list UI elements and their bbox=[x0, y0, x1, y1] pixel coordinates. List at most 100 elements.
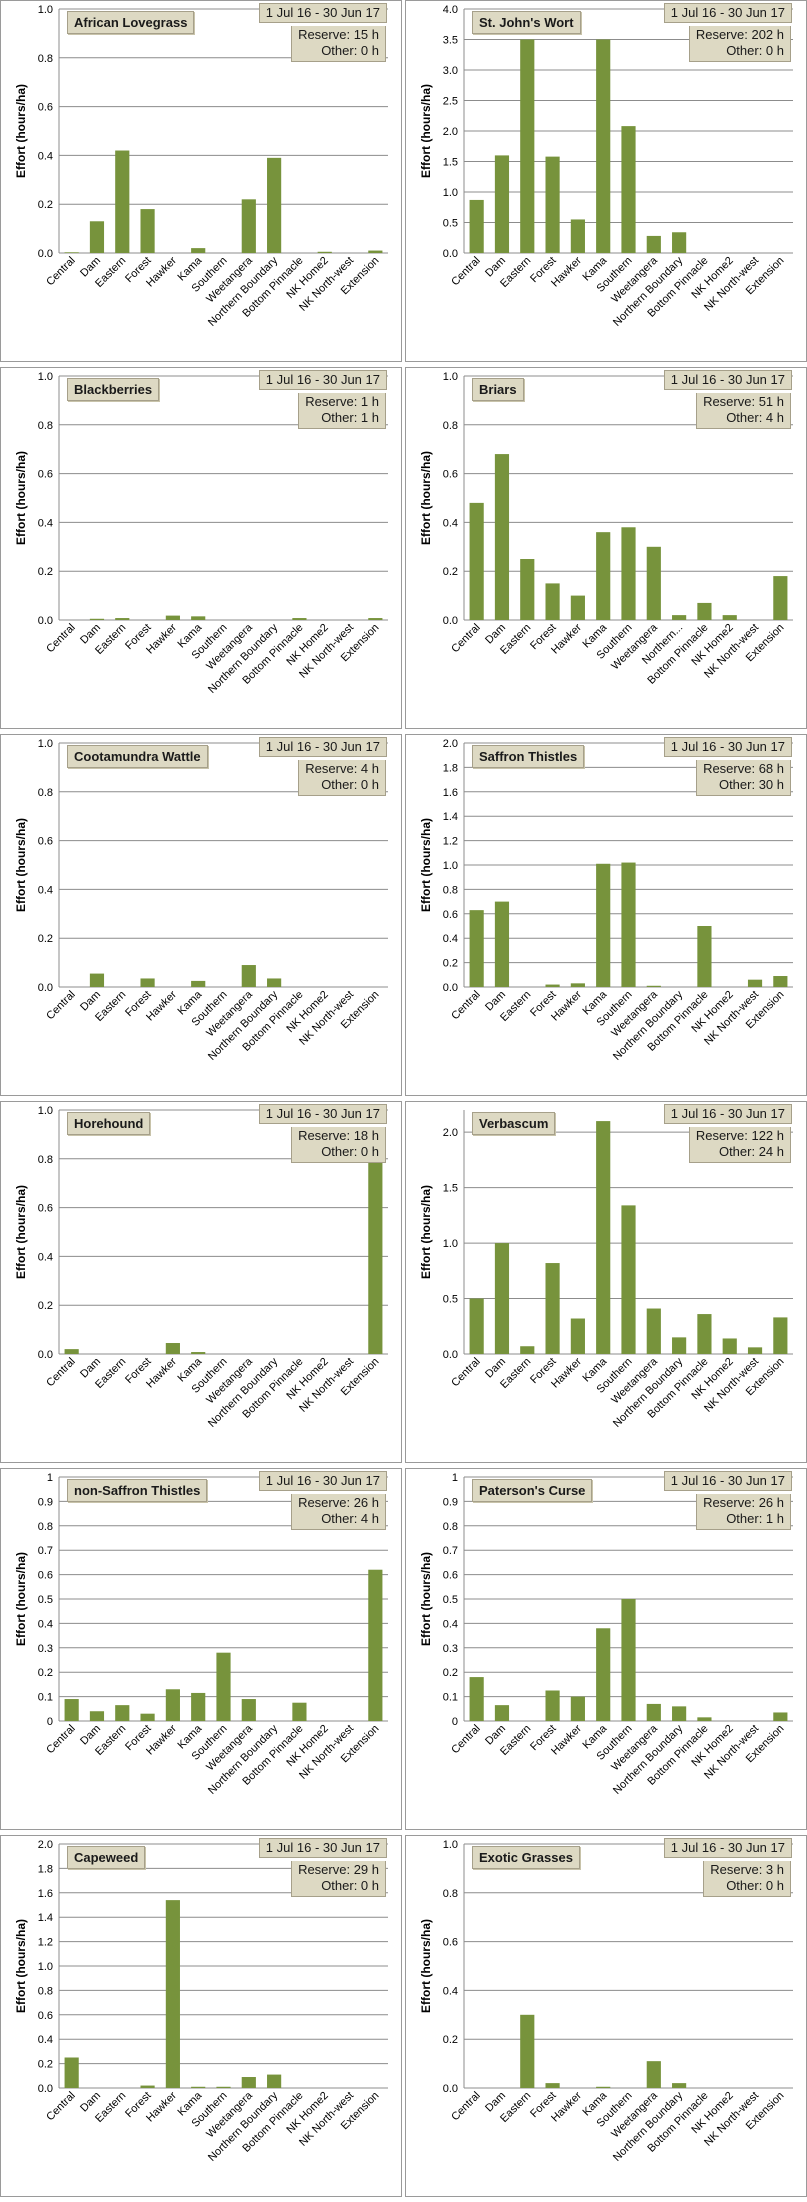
bar bbox=[165, 615, 180, 620]
bar bbox=[646, 1703, 661, 1721]
bar bbox=[191, 1692, 206, 1721]
other-hours: Other: 1 h bbox=[726, 1511, 784, 1526]
y-tick-label: 0.4 bbox=[38, 2034, 53, 2046]
bar bbox=[267, 157, 282, 253]
bar bbox=[469, 1298, 484, 1354]
bar bbox=[64, 2057, 79, 2088]
hours-summary: Reserve: 15 h Other: 0 h bbox=[291, 26, 386, 62]
bar bbox=[545, 2083, 560, 2088]
hours-summary: Reserve: 202 h Other: 0 h bbox=[688, 26, 791, 62]
bar bbox=[165, 1900, 180, 2088]
y-tick-label: 0.0 bbox=[38, 982, 53, 994]
date-range: 1 Jul 16 - 30 Jun 17 bbox=[670, 1106, 785, 1121]
bar bbox=[621, 862, 636, 987]
bar bbox=[773, 976, 788, 987]
y-tick-label: 0.3 bbox=[443, 1643, 458, 1655]
y-tick-label: 0.6 bbox=[443, 1937, 458, 1949]
bar bbox=[596, 863, 611, 987]
bar bbox=[697, 1314, 712, 1354]
other-hours: Other: 0 h bbox=[726, 1878, 784, 1893]
other-hours: Other: 0 h bbox=[321, 1878, 379, 1893]
y-tick-label: 0.0 bbox=[443, 982, 458, 994]
y-axis-label: Effort (hours/ha) bbox=[14, 1919, 28, 2013]
bar-chart: 0.0 0.5 1.0 1.5 2.0 2.5 3.0 3.5 4.0 Effort (hours… bbox=[419, 4, 793, 329]
bar bbox=[672, 1706, 687, 1721]
y-axis-label: Effort (hours/ha) bbox=[419, 1185, 433, 1279]
y-tick-label: 2.0 bbox=[443, 126, 458, 138]
y-tick-label: 0.7 bbox=[38, 1545, 53, 1557]
y-tick-label: 0.5 bbox=[443, 1294, 458, 1306]
date-range: 1 Jul 16 - 30 Jun 17 bbox=[265, 5, 380, 20]
y-tick-label: 1.4 bbox=[38, 1912, 53, 1924]
date-range: 1 Jul 16 - 30 Jun 17 bbox=[670, 739, 785, 754]
other-hours: Other: 24 h bbox=[718, 1144, 784, 1159]
y-tick-label: 0.2 bbox=[38, 933, 53, 945]
y-tick-label: 4.0 bbox=[443, 4, 458, 16]
y-axis-label: Effort (hours/ha) bbox=[419, 451, 433, 545]
y-tick-label: 0.6 bbox=[38, 102, 53, 114]
hours-summary: Reserve: 26 h Other: 4 h bbox=[291, 1494, 386, 1530]
bar bbox=[115, 618, 130, 620]
bar bbox=[621, 1205, 636, 1354]
effort-summary-box: 1 Jul 16 - 30 Jun 17 Reserve: 3 h Other: 0… bbox=[663, 1838, 792, 1897]
bar bbox=[191, 616, 206, 620]
bar bbox=[191, 980, 206, 987]
y-tick-label: 0 bbox=[47, 1716, 53, 1728]
chart-title: Verbascum bbox=[472, 1112, 556, 1135]
bar bbox=[722, 1338, 737, 1354]
bar bbox=[520, 39, 535, 253]
y-tick-label: 0.4 bbox=[38, 517, 53, 529]
bar bbox=[646, 235, 661, 253]
bar bbox=[89, 221, 105, 253]
bar bbox=[545, 984, 560, 987]
bar bbox=[469, 199, 484, 253]
bar bbox=[292, 618, 307, 620]
y-tick-label: 1 bbox=[452, 1472, 458, 1484]
y-tick-label: 0.2 bbox=[443, 1667, 458, 1679]
y-tick-label: 0.6 bbox=[38, 1570, 53, 1582]
bar bbox=[697, 926, 712, 987]
bar bbox=[773, 1317, 788, 1354]
y-tick-label: 0.0 bbox=[443, 248, 458, 260]
effort-summary-box: 1 Jul 16 - 30 Jun 17 Reserve: 15 h Other: … bbox=[258, 3, 387, 62]
bar bbox=[747, 1347, 763, 1354]
y-tick-label: 1.0 bbox=[38, 1105, 53, 1117]
date-range: 1 Jul 16 - 30 Jun 17 bbox=[265, 739, 380, 754]
y-tick-label: 0.2 bbox=[38, 2059, 53, 2071]
bar bbox=[89, 1711, 105, 1721]
y-tick-label: 0.2 bbox=[38, 1667, 53, 1679]
bar bbox=[722, 615, 737, 620]
chart-panel: 0.0 0.2 0.4 0.6 0.8 1.0 Effort (hours/ha) Centr… bbox=[0, 367, 402, 729]
bar bbox=[621, 527, 636, 620]
date-range: 1 Jul 16 - 30 Jun 17 bbox=[670, 372, 785, 387]
bar bbox=[368, 618, 383, 620]
bar bbox=[596, 39, 611, 253]
y-tick-label: 0.2 bbox=[38, 566, 53, 578]
effort-summary-box: 1 Jul 16 - 30 Jun 17 Reserve: 122 h Other:… bbox=[663, 1104, 792, 1163]
hours-summary: Reserve: 1 h Other: 1 h bbox=[298, 393, 386, 429]
y-tick-label: 0.0 bbox=[443, 1349, 458, 1361]
bar bbox=[241, 1699, 256, 1721]
chart-title: African Lovegrass bbox=[67, 11, 195, 34]
effort-summary-box: 1 Jul 16 - 30 Jun 17 Reserve: 29 h Other: … bbox=[258, 1838, 387, 1897]
y-tick-label: 0.9 bbox=[38, 1496, 53, 1508]
bar bbox=[216, 2086, 231, 2088]
chart-panel: 0.0 0.2 0.4 0.6 0.8 1.0 Effort (hours/ha) Centr… bbox=[0, 1101, 402, 1463]
chart-panel: 0.0 0.2 0.4 0.6 0.8 1.0 Effort (hours/ha) Centr… bbox=[405, 367, 807, 729]
y-tick-label: 2.5 bbox=[443, 96, 458, 108]
y-tick-label: 1.0 bbox=[443, 860, 458, 872]
y-tick-label: 0.0 bbox=[38, 248, 53, 260]
y-tick-label: 0.2 bbox=[443, 958, 458, 970]
bar bbox=[469, 910, 484, 987]
bar bbox=[494, 901, 510, 987]
y-tick-label: 3.0 bbox=[443, 65, 458, 77]
y-tick-label: 0.8 bbox=[38, 53, 53, 65]
y-tick-label: 0.8 bbox=[38, 1154, 53, 1166]
effort-summary-box: 1 Jul 16 - 30 Jun 17 Reserve: 1 h Other: 1… bbox=[258, 370, 387, 429]
date-range: 1 Jul 16 - 30 Jun 17 bbox=[670, 1840, 785, 1855]
bar bbox=[747, 979, 763, 987]
y-axis-label: Effort (hours/ha) bbox=[419, 1919, 433, 2013]
other-hours: Other: 4 h bbox=[726, 410, 784, 425]
